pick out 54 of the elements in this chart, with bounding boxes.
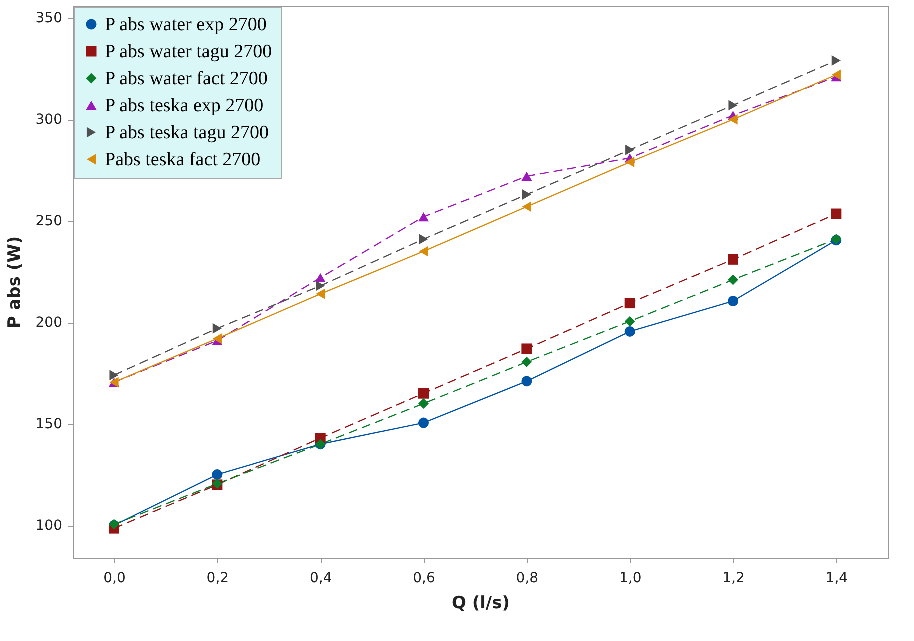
x-tick-label: 1,2 [722, 570, 745, 586]
point [626, 144, 635, 156]
legend-label: P abs teska tagu 2700 [105, 122, 269, 144]
point [418, 388, 430, 399]
legend-label: Pabs teska fact 2700 [105, 150, 261, 170]
x-tick-label: 0,2 [206, 570, 230, 586]
point [728, 296, 738, 307]
point [624, 316, 636, 327]
x-tick-label: 0,6 [413, 570, 436, 586]
point [728, 254, 738, 265]
point [419, 234, 428, 245]
point [418, 212, 430, 222]
point [212, 334, 222, 344]
point [316, 288, 326, 300]
point [418, 398, 430, 410]
x-tick-label: 0,8 [516, 570, 539, 586]
point [522, 189, 532, 200]
point [418, 418, 430, 428]
point [728, 100, 738, 111]
point [626, 157, 635, 168]
legend-label: P abs water exp 2700 [105, 14, 267, 36]
point [832, 56, 841, 66]
point [728, 114, 738, 125]
x-tick-label: 1,4 [826, 570, 848, 586]
legend-label: P abs teska exp 2700 [105, 96, 264, 116]
legend-label: P abs water tagu 2700 [105, 42, 272, 62]
point [316, 280, 326, 292]
x-tick-label: 0,4 [310, 570, 332, 586]
point [624, 298, 636, 309]
y-tick-label: 200 [36, 315, 62, 332]
point [419, 246, 428, 257]
point [832, 70, 841, 80]
y-tick-label: 250 [36, 214, 62, 230]
point [522, 202, 532, 212]
point [831, 208, 842, 220]
point [522, 172, 532, 182]
y-tick-label: 100 [36, 518, 62, 534]
point [212, 470, 223, 480]
point [728, 274, 738, 286]
y-axis-title: P abs (W) [4, 236, 25, 329]
y-tick-label: 300 [36, 112, 62, 128]
point [315, 273, 326, 282]
point [522, 356, 532, 368]
point [522, 376, 532, 387]
point [624, 326, 636, 337]
y-tick-label: 150 [36, 416, 62, 433]
point [110, 370, 119, 381]
point [522, 344, 532, 354]
legend-label: P abs water fact 2700 [105, 68, 268, 90]
point [212, 323, 222, 334]
x-axis-title: Q (l/s) [452, 594, 510, 614]
x-tick-label: 0,0 [104, 570, 126, 586]
x-tick-label: 1,0 [619, 570, 642, 586]
y-tick-label: 350 [36, 10, 62, 27]
